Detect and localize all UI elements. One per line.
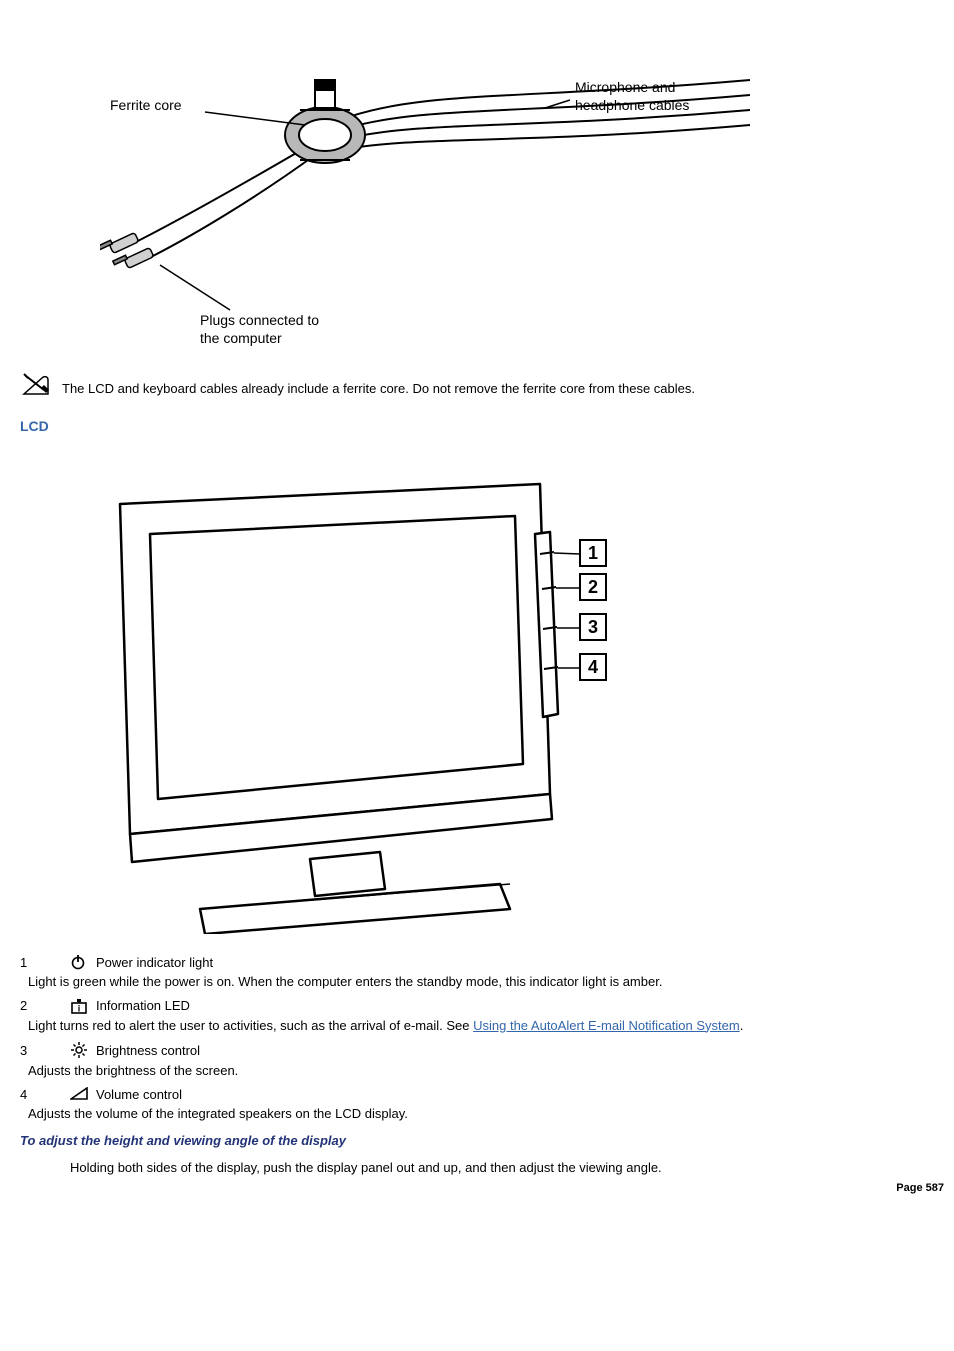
definition-number: 1 xyxy=(20,955,70,970)
info-led-icon: i xyxy=(70,998,94,1014)
callout-1: 1 xyxy=(588,543,598,563)
callout-2: 2 xyxy=(588,577,598,597)
definition-label: Volume control xyxy=(96,1087,182,1102)
definition-description: Adjusts the volume of the integrated spe… xyxy=(28,1104,934,1124)
definition-label: Power indicator light xyxy=(96,955,213,970)
callout-4: 4 xyxy=(588,657,598,677)
ferrite-cables-svg: Ferrite core Microphone and headphone ca… xyxy=(100,50,750,350)
note-text: The LCD and keyboard cables already incl… xyxy=(62,379,695,399)
note: The LCD and keyboard cables already incl… xyxy=(20,370,934,398)
adjust-display-instruction: Holding both sides of the display, push … xyxy=(70,1158,934,1178)
definition-label: Brightness control xyxy=(96,1043,200,1058)
definitions-list: 1 Power indicator light Light is green w… xyxy=(20,954,934,1123)
figure-ferrite-cables: Ferrite core Microphone and headphone ca… xyxy=(100,50,750,350)
pencil-note-icon xyxy=(20,370,56,398)
adjust-display-subheading: To adjust the height and viewing angle o… xyxy=(20,1133,934,1148)
definition-number: 3 xyxy=(20,1043,70,1058)
brightness-icon xyxy=(70,1041,94,1059)
power-icon xyxy=(70,954,94,970)
definition-description: Light is green while the power is on. Wh… xyxy=(28,972,934,992)
volume-icon xyxy=(70,1087,94,1101)
svg-text:i: i xyxy=(78,1003,81,1013)
label-mic-headphone: Microphone and headphone cables xyxy=(575,79,689,113)
page: Ferrite core Microphone and headphone ca… xyxy=(0,0,954,1198)
definition-row: 2 i Information LED xyxy=(20,998,934,1014)
definition-desc-post: . xyxy=(740,1018,744,1033)
definition-row: 3 Brightness control xyxy=(20,1041,934,1059)
label-ferrite-core: Ferrite core xyxy=(110,97,182,113)
figure-lcd-monitor: 1 2 3 4 xyxy=(80,454,640,934)
definition-description: Adjusts the brightness of the screen. xyxy=(28,1061,934,1081)
callout-3: 3 xyxy=(588,617,598,637)
section-heading-lcd: LCD xyxy=(20,418,934,434)
definition-number: 2 xyxy=(20,998,70,1013)
definition-label: Information LED xyxy=(96,998,190,1013)
definition-number: 4 xyxy=(20,1087,70,1102)
definition-description: Light turns red to alert the user to act… xyxy=(28,1016,934,1036)
definition-row: 4 Volume control xyxy=(20,1087,934,1102)
autoalert-link[interactable]: Using the AutoAlert E-mail Notification … xyxy=(473,1018,740,1033)
definition-desc-pre: Light turns red to alert the user to act… xyxy=(28,1018,473,1033)
definition-row: 1 Power indicator light xyxy=(20,954,934,970)
lcd-monitor-svg: 1 2 3 4 xyxy=(80,454,640,934)
label-plugs: Plugs connected to the computer xyxy=(200,312,323,346)
page-number: Page 587 xyxy=(896,1182,944,1194)
